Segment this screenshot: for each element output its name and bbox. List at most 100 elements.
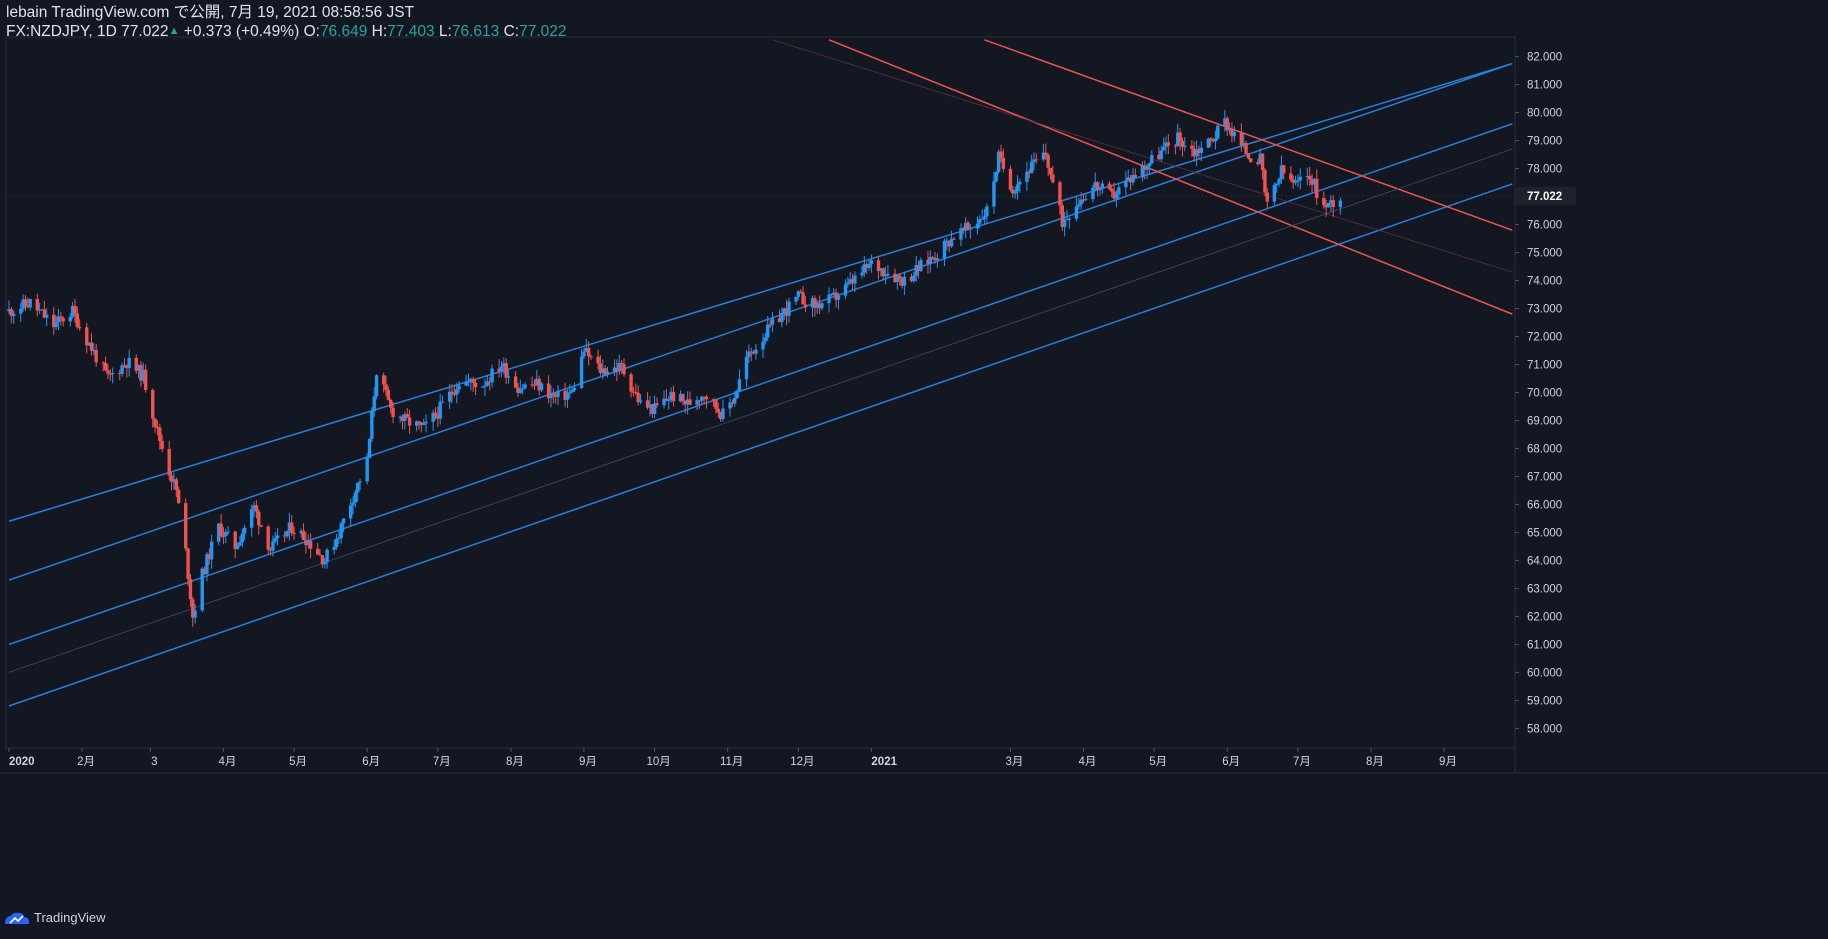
candle-body (61, 318, 65, 322)
candle-body (292, 533, 296, 535)
candle-body (916, 265, 921, 272)
candle-body (304, 539, 308, 545)
candle-body (584, 347, 588, 352)
candle-body (1216, 125, 1220, 139)
chart-header: lebain TradingView.com で公開, 7月 19, 2021 … (6, 4, 567, 41)
candle-body (7, 309, 11, 312)
candle-body (367, 438, 372, 458)
candle-body (240, 533, 244, 543)
candle-body (167, 449, 171, 476)
candle-body (422, 423, 426, 425)
candle-body (930, 257, 935, 259)
time-axis[interactable]: 2020 2月 3 4月 5月 6月 7月 8月 9月 10月 11月 12月 2021 3月 4月 5月 6月… (8, 748, 1457, 768)
footer: TradingView (4, 910, 106, 925)
candle-body (999, 151, 1003, 158)
candle-body (1338, 200, 1343, 208)
candle-body (417, 421, 421, 423)
candle-body (747, 351, 751, 358)
candle-body (268, 549, 273, 551)
candle-body (1305, 175, 1310, 177)
candle-body (1008, 168, 1013, 190)
symbol-interval[interactable]: FX:NZDJPY, 1D (6, 23, 117, 40)
candle-body (761, 341, 765, 350)
candle-body (209, 541, 214, 560)
candle-body (186, 548, 190, 579)
y-tick-label: 70.000 (1527, 388, 1562, 400)
candle-body (662, 398, 666, 406)
candle-body (1197, 149, 1201, 153)
candle-body (716, 408, 720, 413)
trendline-4[interactable] (8, 183, 1513, 707)
candle-body (803, 304, 808, 308)
candle-body (834, 292, 838, 300)
candle-body (315, 548, 320, 555)
candle-body (252, 505, 256, 510)
candle-body (1011, 189, 1015, 194)
y-tick-label: 74.000 (1527, 276, 1562, 288)
candle-body (110, 373, 115, 375)
candle-body (1062, 219, 1067, 228)
candle-body (351, 502, 355, 506)
trendline-1[interactable] (8, 62, 1513, 522)
candle-body (782, 308, 786, 314)
candle-body (744, 357, 749, 380)
brand-label[interactable]: TradingView (34, 910, 106, 925)
price-axis[interactable]: 82.000 81.000 80.000 79.000 78.000 76.000 75.0… (1515, 52, 1576, 736)
candle-body (122, 365, 127, 367)
candle-body (37, 309, 42, 311)
trendline-3[interactable] (8, 123, 1513, 646)
candle-body (832, 292, 836, 295)
y-tick-label: 59.000 (1527, 695, 1562, 707)
candle-body (143, 369, 148, 390)
candle-body (530, 384, 534, 386)
candle-body (407, 417, 412, 426)
candle-body (1015, 184, 1020, 192)
trendlines[interactable] (8, 39, 1513, 707)
candle-body (155, 427, 160, 429)
candle-body (546, 383, 551, 399)
candle-body (766, 324, 770, 338)
candle-body (897, 275, 902, 279)
candle-body (1095, 182, 1100, 190)
candle-body (681, 393, 685, 401)
y-tick-label: 60.000 (1527, 667, 1562, 679)
candle-body (1206, 138, 1211, 148)
candle-body (589, 356, 593, 358)
candle-body (389, 399, 393, 408)
candle-body (700, 396, 704, 401)
candle-body (532, 384, 537, 386)
candle-body (622, 364, 626, 375)
candle-body (337, 537, 341, 539)
candle-body (1244, 143, 1248, 154)
x-tick-label: 2020 (9, 756, 35, 768)
candle-body (1131, 174, 1135, 183)
candle-body (1051, 174, 1055, 183)
candle-body (221, 535, 226, 537)
candle-body (1091, 187, 1095, 200)
candle-body (777, 318, 782, 323)
candle-body (1117, 187, 1121, 195)
candle-body (457, 385, 461, 390)
x-tick-label: 9月 (1439, 756, 1457, 768)
trendline-2[interactable] (8, 62, 1513, 581)
candle-body (485, 381, 490, 386)
candle-body (570, 390, 574, 393)
candle-body (271, 541, 275, 551)
candle-body (678, 393, 683, 402)
y-tick-label: 68.000 (1527, 443, 1562, 455)
candle-body (21, 299, 25, 309)
candle-body (645, 400, 650, 408)
candle-body (87, 342, 91, 346)
candle-body (1289, 173, 1293, 180)
trendline-6[interactable] (984, 39, 1513, 231)
y-tick-label: 67.000 (1527, 471, 1562, 483)
candle-body (1322, 197, 1326, 206)
candle-body (860, 272, 864, 276)
trendline-5[interactable] (828, 39, 1513, 315)
candle-body (754, 349, 758, 354)
candle-body (895, 275, 900, 283)
high-label: H: (371, 23, 388, 40)
x-tick-label: 11月 (720, 756, 743, 768)
candle-body (1093, 182, 1097, 188)
